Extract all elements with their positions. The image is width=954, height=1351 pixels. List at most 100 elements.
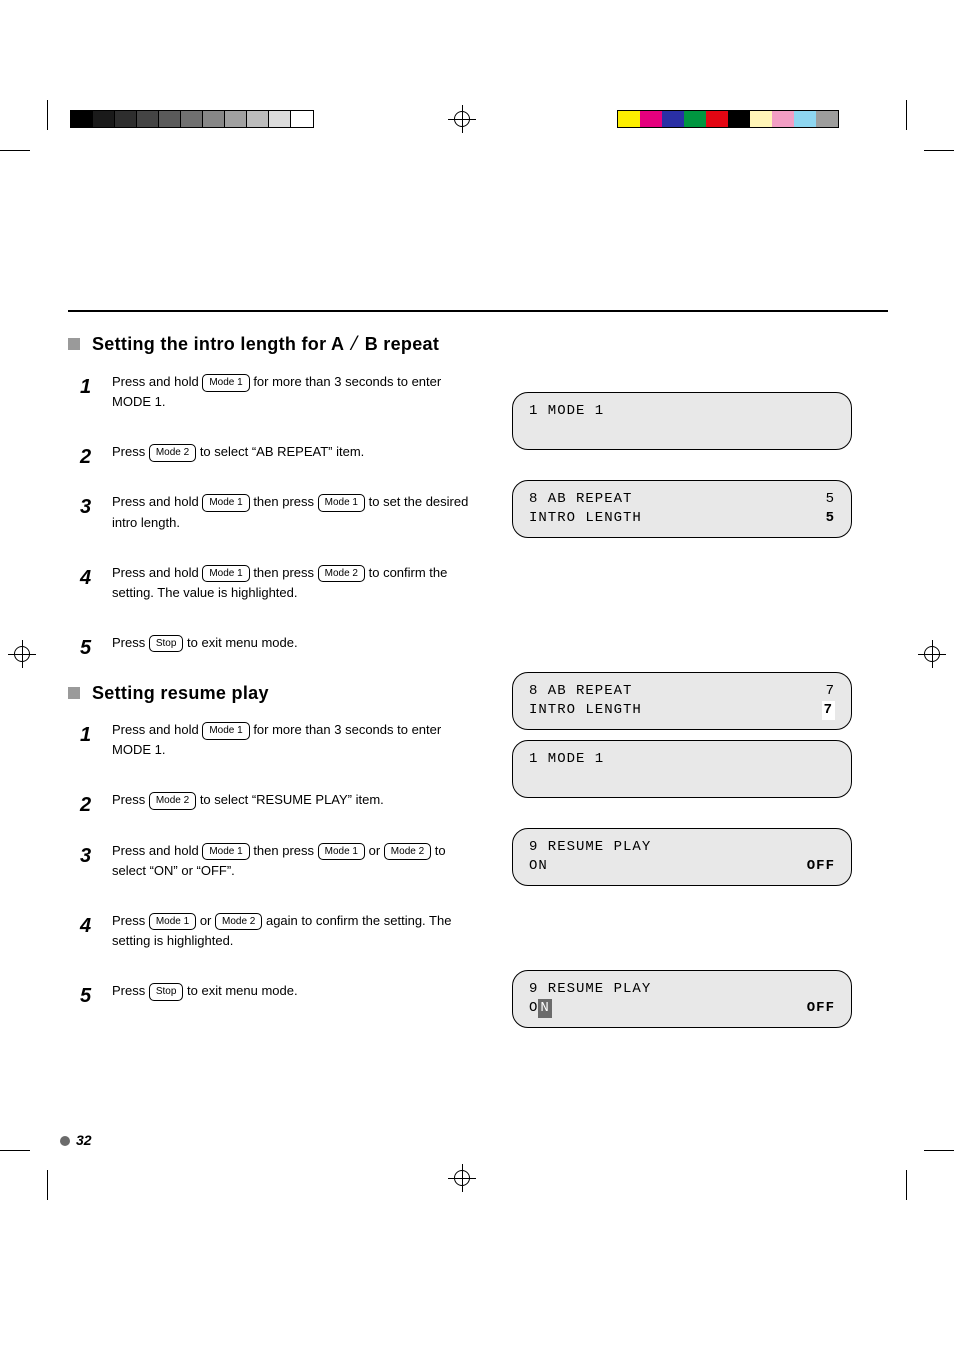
grayscale-swatch [159,111,181,127]
crop-mark [0,150,30,151]
color-swatch [662,111,684,127]
step-number: 3 [80,841,91,872]
crop-mark [924,1150,954,1151]
color-calibration-bar [617,110,839,128]
step: 4Press and hold Mode 1 then press Mode 2… [112,563,888,603]
grayscale-swatch [269,111,291,127]
lcd-cursor: 7 [822,701,835,720]
step-number: 5 [80,981,91,1012]
keycap-mode1: Mode 1 [318,843,365,861]
grayscale-swatch [247,111,269,127]
step-number: 1 [80,720,91,751]
crop-mark [47,100,48,130]
grayscale-swatch [71,111,93,127]
step-number: 4 [80,563,91,594]
section-bullet-icon [68,687,80,699]
keycap-mode1: Mode 1 [149,913,196,931]
step-text: Press and hold Mode 1 then press Mode 1 … [112,841,472,881]
step-text: Press and hold Mode 1 then press Mode 1 … [112,492,472,532]
crop-mark [906,1170,907,1200]
steps-ab-repeat: 1Press and hold Mode 1 for more than 3 s… [112,372,888,653]
color-swatch [816,111,838,127]
step-text: Press and hold Mode 1 then press Mode 2 … [112,563,472,603]
step-text: Press Stop to exit menu mode. [112,633,472,653]
step-number: 3 [80,492,91,523]
step-text: Press Mode 2 to select “AB REPEAT” item. [112,442,472,462]
crop-mark [0,1150,30,1151]
lcd-line2-right: OFF [807,999,835,1018]
step-text: Press and hold Mode 1 for more than 3 se… [112,720,472,760]
lcd-option-on: ON [529,999,552,1018]
registration-mark [918,640,946,668]
step-number: 5 [80,633,91,664]
grayscale-swatch [291,111,313,127]
registration-mark [8,640,36,668]
color-swatch [772,111,794,127]
step-number: 1 [80,372,91,403]
page-number: 32 [60,1132,92,1148]
step: 5Press Stop to exit menu mode. [112,633,888,653]
keycap-mode2: Mode 2 [149,792,196,810]
page-content: Setting the intro length for A / B repea… [68,310,888,1031]
keycap-mode1: Mode 1 [202,565,249,583]
step-text: Press Stop to exit menu mode. [112,981,472,1001]
grayscale-swatch [115,111,137,127]
keycap-stop: Stop [149,635,184,653]
color-swatch [684,111,706,127]
step: 2Press Mode 2 to select “AB REPEAT” item… [112,442,888,462]
step: 3Press and hold Mode 1 then press Mode 1… [112,492,888,532]
grayscale-calibration-bar [70,110,314,128]
section-title: Setting the intro length for A / B repea… [92,330,439,356]
crop-mark [47,1170,48,1200]
page-bullet-icon [60,1136,70,1146]
title-text-b: B repeat [365,334,439,354]
lcd-value-highlight: 7 [822,701,835,720]
keycap-mode1: Mode 1 [202,722,249,740]
color-swatch [728,111,750,127]
page-number-value: 32 [76,1132,92,1148]
step-text: Press Mode 2 to select “RESUME PLAY” ite… [112,790,472,810]
keycap-mode1: Mode 1 [202,494,249,512]
lcd-line1: 8 AB REPEAT [529,683,632,699]
keycap-mode1: Mode 1 [202,843,249,861]
section-heading-ab-repeat: Setting the intro length for A / B repea… [68,330,888,356]
grayscale-swatch [203,111,225,127]
step: 4Press Mode 1 or Mode 2 again to confirm… [112,911,888,951]
color-swatch [750,111,772,127]
step: 5Press Stop to exit menu mode. [112,981,888,1001]
keycap-mode2: Mode 2 [318,565,365,583]
color-swatch [706,111,728,127]
step-number: 4 [80,911,91,942]
lcd-line2-left: INTRO LENGTH [529,701,642,720]
step-number: 2 [80,790,91,821]
keycap-mode2: Mode 2 [215,913,262,931]
section-bullet-icon [68,338,80,350]
title-slash: / [349,330,359,355]
step: 2Press Mode 2 to select “RESUME PLAY” it… [112,790,888,810]
registration-mark [448,1164,476,1192]
divider [68,310,888,312]
keycap-mode2: Mode 2 [149,444,196,462]
lcd-line1: 1 MODE 1 [529,751,604,767]
step-text: Press and hold Mode 1 for more than 3 se… [112,372,472,412]
step-number: 2 [80,442,91,473]
keycap-mode1: Mode 1 [202,374,249,392]
keycap-mode2: Mode 2 [384,843,431,861]
steps-resume-play: 1Press and hold Mode 1 for more than 3 s… [112,720,888,1001]
keycap-mode1: Mode 1 [318,494,365,512]
grayscale-swatch [137,111,159,127]
color-swatch [794,111,816,127]
registration-mark [448,105,476,133]
step-text: Press Mode 1 or Mode 2 again to confirm … [112,911,472,951]
lcd-cursor: N [538,999,551,1018]
step: 3Press and hold Mode 1 then press Mode 1… [112,841,888,881]
title-text: Setting the intro length for A [92,334,344,354]
color-swatch [618,111,640,127]
grayscale-swatch [225,111,247,127]
keycap-stop: Stop [149,983,184,1001]
crop-mark [906,100,907,130]
lcd-value: 7 [826,682,835,701]
lcd-line1: 1 MODE 1 [529,403,604,419]
section-title: Setting resume play [92,683,269,704]
color-swatch [640,111,662,127]
